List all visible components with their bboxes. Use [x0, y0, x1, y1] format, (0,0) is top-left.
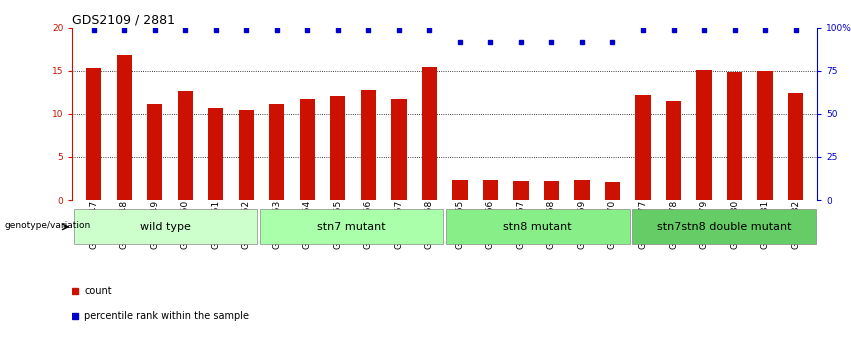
- Bar: [330, 96, 346, 200]
- Bar: [727, 71, 742, 200]
- Bar: [696, 70, 711, 200]
- Bar: [147, 104, 163, 200]
- Bar: [422, 67, 437, 200]
- Text: stn7 mutant: stn7 mutant: [317, 222, 386, 232]
- Bar: [632, 209, 816, 244]
- Text: stn8 mutant: stn8 mutant: [504, 222, 572, 232]
- Bar: [788, 93, 803, 200]
- Bar: [574, 180, 590, 200]
- Bar: [208, 108, 224, 200]
- Bar: [178, 91, 193, 200]
- Bar: [605, 182, 620, 200]
- Bar: [117, 55, 132, 200]
- Bar: [269, 104, 284, 200]
- Bar: [361, 90, 376, 200]
- Bar: [757, 71, 773, 200]
- Bar: [446, 209, 630, 244]
- Bar: [544, 181, 559, 200]
- Bar: [665, 101, 681, 200]
- Text: stn7stn8 double mutant: stn7stn8 double mutant: [657, 222, 791, 232]
- Text: genotype/variation: genotype/variation: [4, 220, 90, 230]
- Bar: [238, 110, 254, 200]
- Bar: [452, 180, 467, 200]
- Bar: [86, 68, 101, 200]
- Bar: [391, 99, 407, 200]
- Bar: [300, 99, 315, 200]
- Bar: [483, 180, 498, 200]
- Text: count: count: [84, 286, 111, 296]
- Bar: [73, 209, 257, 244]
- Bar: [260, 209, 443, 244]
- Text: percentile rank within the sample: percentile rank within the sample: [84, 311, 249, 321]
- Text: GDS2109 / 2881: GDS2109 / 2881: [72, 13, 175, 27]
- Text: wild type: wild type: [140, 222, 191, 232]
- Bar: [636, 95, 651, 200]
- Bar: [513, 181, 528, 200]
